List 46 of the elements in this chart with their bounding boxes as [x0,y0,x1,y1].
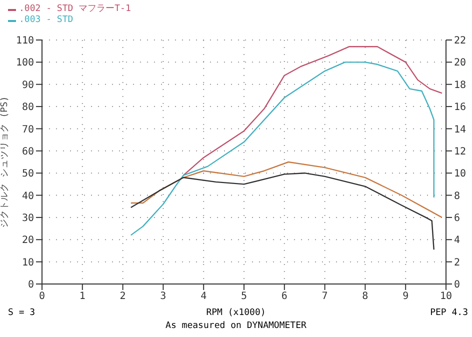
y2-tick-label: 10 [454,168,466,180]
y2-tick-label: 4 [454,235,460,246]
y2-tick-label: 22 [454,36,466,47]
y2-tick-label: 12 [454,146,466,158]
y-tick-label: 90 [22,80,34,91]
y-tick-label: 20 [22,235,34,246]
y2-tick-label: 16 [454,102,466,114]
y-tick-label: 0 [28,280,34,291]
y2-tick-label: 6 [454,213,460,224]
x-tick-label: 7 [322,291,328,302]
x-tick-label: 6 [281,291,288,302]
x-tick-label: 3 [160,291,166,302]
y-tick-label: 110 [16,36,34,47]
y2-tick-label: 18 [454,80,466,91]
x-tick-label: 5 [240,291,248,302]
line-series [130,62,434,236]
line-series [182,46,443,176]
y-tick-label: 40 [22,190,34,202]
text: S = 3 [8,308,36,318]
legend-label: .003 - STD [19,15,74,26]
y-axis-title: ジクトルク シュツリョク (PS) [0,96,10,228]
text: As measured on DYNAMOMETER [164,321,308,331]
y2-tick-label: 2 [454,257,460,268]
y2-tick-label: 20 [454,58,466,69]
x-tick-label: 10 [440,291,452,302]
x-tick-label: 2 [120,291,126,302]
x-tick-label: 9 [402,291,409,302]
x-tick-label: 1 [79,291,86,302]
y-tick-label: 30 [22,213,34,224]
x-tick-label: 8 [362,291,368,302]
y-tick-label: 60 [22,146,34,158]
x-tick-label: 4 [200,291,207,302]
legend-label: .002 - STD マフラーT-1 [19,4,131,15]
y-tick-label: 100 [16,58,34,69]
y-tick-label: 50 [22,168,34,180]
y-tick-label: 70 [22,124,34,136]
y2-tick-label: 0 [454,280,460,291]
text: PEP 4.3 [430,308,468,318]
y2-tick-label: 8 [454,190,460,202]
line-series [130,172,434,250]
x-tick-label: 0 [38,291,46,302]
x-axis-title: RPM (x1000) [206,308,266,318]
y2-tick-label: 14 [454,124,466,136]
y-tick-label: 80 [22,102,34,114]
line-series [130,161,443,218]
y-tick-label: 10 [22,257,34,268]
